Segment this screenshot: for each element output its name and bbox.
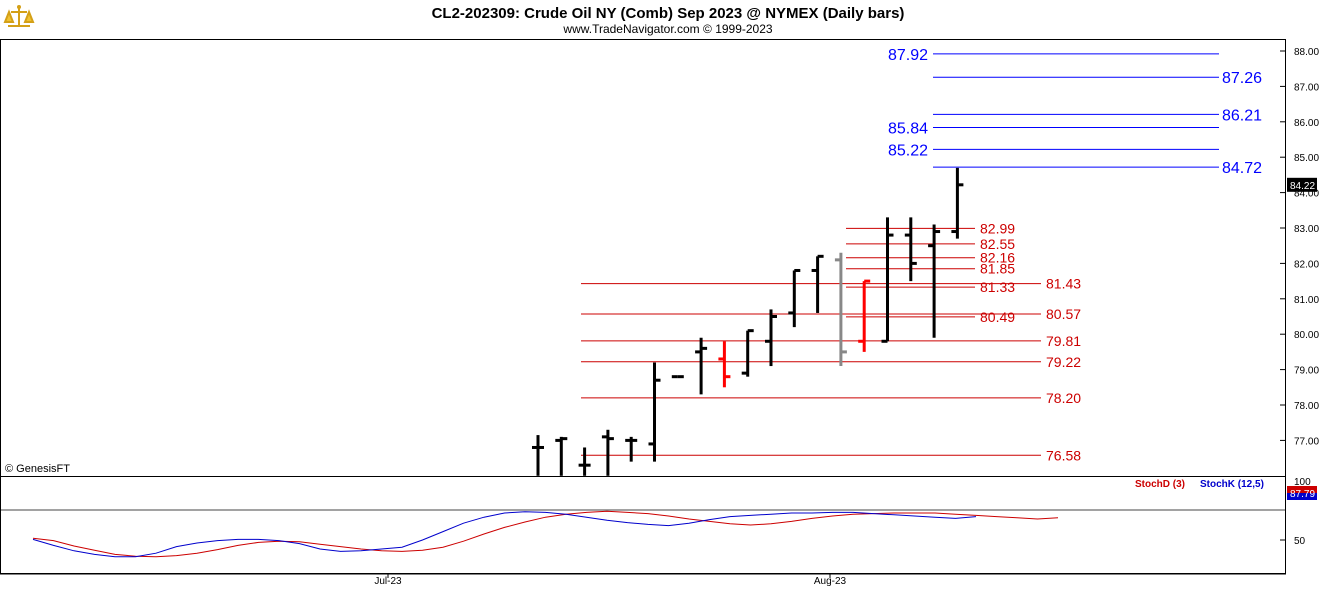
price-level-label: 76.58 (1046, 447, 1081, 463)
price-level-label: 82.55 (980, 236, 1015, 252)
y-tick-label: 83.00 (1294, 224, 1319, 235)
stoch-last-label: 87.79 (1290, 489, 1315, 500)
stoch-last-box-top (1287, 486, 1317, 493)
ohlc-bar (765, 309, 777, 367)
ohlc-bar (881, 217, 894, 343)
price-y-axis: 88.00 87.00 86.00 85.00 84.00 83.00 82.00 81.00… (1280, 47, 1319, 447)
price-bars (532, 167, 964, 476)
price-level-label: 86.21 (1222, 107, 1262, 124)
y-tick-label: 80.00 (1294, 330, 1319, 341)
x-tick-label: Aug-23 (814, 576, 847, 587)
stoch-series-line (32, 510, 1059, 558)
ohlc-bar (928, 224, 941, 338)
stochastic-lines (32, 510, 1059, 558)
stoch-tick-label: 50 (1294, 536, 1306, 547)
last-price-marker: 84.22 (1287, 177, 1317, 192)
ohlc-bar (951, 167, 964, 239)
ohlc-bar (601, 429, 614, 476)
y-tick-label: 85.00 (1294, 153, 1319, 164)
price-level-label: 87.26 (1222, 70, 1262, 87)
ohlc-bar (741, 329, 754, 377)
last-price-box (1287, 177, 1317, 192)
price-level-label: 80.57 (1046, 306, 1081, 322)
stoch-panel (0, 476, 1286, 574)
chart-title: CL2-202309: Crude Oil NY (Comb) Sep 2023… (432, 5, 905, 22)
ohlc-bar (718, 341, 731, 388)
ohlc-bar (555, 436, 568, 476)
price-level-label: 79.22 (1046, 354, 1081, 370)
stoch-legend-entry: StochK (12,5) (1200, 479, 1264, 490)
y-tick-label: 88.00 (1294, 47, 1319, 58)
ohlc-bar (904, 217, 917, 282)
last-price-label: 84.22 (1290, 181, 1315, 192)
x-axis: Jul-23 Aug-23 (374, 574, 847, 587)
y-tick-label: 79.00 (1294, 366, 1319, 377)
y-tick-label: 87.00 (1294, 82, 1319, 93)
ohlc-bar (788, 268, 801, 328)
price-level-label: 87.92 (888, 47, 928, 64)
price-level-label: 82.16 (980, 250, 1015, 266)
x-tick-label: Jul-23 (374, 576, 402, 587)
y-tick-label: 86.00 (1294, 118, 1319, 129)
price-level-label: 81.33 (980, 279, 1015, 295)
stoch-legend: StochD (3) StochK (12,5) (1135, 479, 1264, 490)
y-tick-label: 77.00 (1294, 436, 1319, 447)
ohlc-bar (532, 435, 544, 476)
y-tick-label: 84.00 (1294, 189, 1319, 200)
price-levels: 87.92 87.26 86.21 85.84 85.22 84.72 82.9982.55… (581, 47, 1262, 463)
ohlc-bar (834, 252, 847, 367)
ohlc-bar (625, 436, 638, 462)
stoch-legend-entry: StochD (3) (1135, 479, 1185, 490)
price-panel (0, 39, 1286, 477)
ohlc-bar (811, 254, 824, 313)
y-tick-label: 81.00 (1294, 295, 1319, 306)
price-level-label: 85.84 (888, 120, 928, 137)
ohlc-bar (578, 447, 591, 476)
logo-icon (3, 3, 35, 33)
ohlc-bar (858, 279, 871, 352)
watermark: © GenesisFT (5, 463, 70, 475)
price-level-label: 79.81 (1046, 333, 1081, 349)
ohlc-bar (648, 362, 661, 462)
price-level-label: 81.43 (1046, 276, 1081, 292)
price-level-label: 85.22 (888, 142, 928, 159)
stoch-series-line (32, 511, 977, 558)
ohlc-bar (695, 337, 708, 395)
chart-subtitle: www.TradeNavigator.com © 1999-2023 (562, 22, 772, 36)
y-tick-label: 78.00 (1294, 401, 1319, 412)
price-level-label: 81.85 (980, 261, 1015, 277)
price-level-label: 84.72 (1222, 160, 1262, 177)
stoch-tick-label: 100 (1294, 477, 1311, 488)
y-tick-label: 82.00 (1294, 259, 1319, 270)
price-level-label: 82.99 (980, 220, 1015, 236)
price-level-label: 80.49 (980, 309, 1015, 325)
price-level-label: 78.20 (1046, 390, 1081, 406)
